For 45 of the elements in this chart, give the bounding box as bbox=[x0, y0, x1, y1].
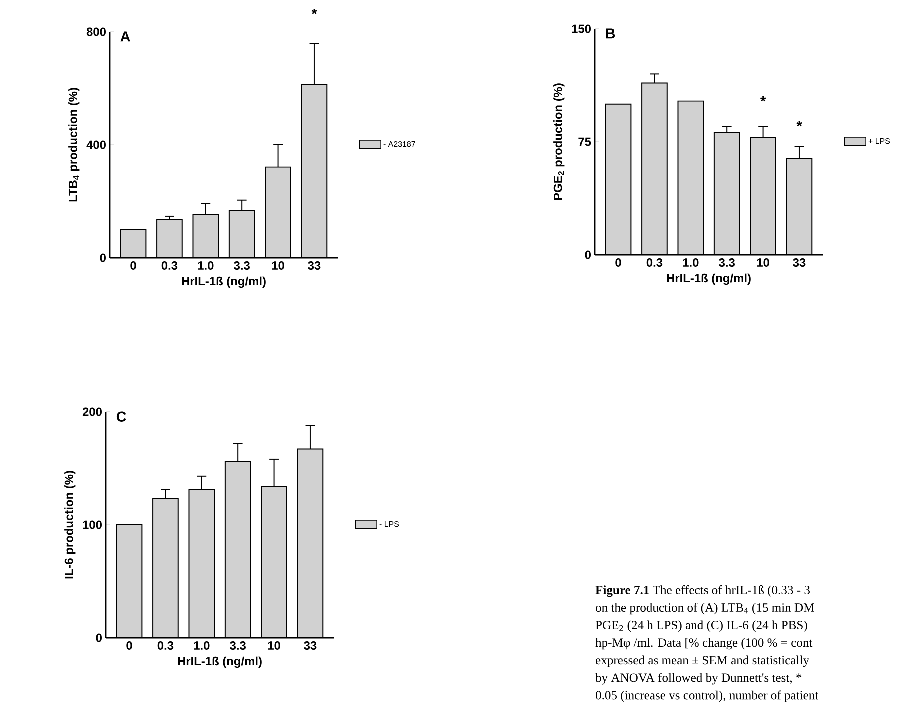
text: * bbox=[312, 8, 318, 14]
x-tick-label: 10 bbox=[757, 258, 770, 267]
x-tick-label: 10 bbox=[268, 642, 280, 650]
y-tick-label: 400 bbox=[86, 140, 106, 150]
x-tick-label: 1.0 bbox=[194, 642, 210, 650]
x-tick-label: 3.3 bbox=[234, 262, 250, 270]
y-axis-title: IL-6 production (%) bbox=[64, 471, 76, 579]
annotation: * bbox=[796, 121, 802, 127]
x-tick-label: 10 bbox=[272, 262, 284, 270]
y-tick-label: 0 bbox=[96, 634, 102, 642]
x-tick-label: 3.3 bbox=[719, 258, 735, 268]
chart-title: B bbox=[606, 28, 616, 39]
y-tick-label: 75 bbox=[578, 138, 592, 146]
annotation: * bbox=[760, 96, 766, 102]
text: hp-Mφ /ml. Data [% change (100 % = cont bbox=[596, 638, 813, 650]
y-tick-label: 800 bbox=[86, 28, 106, 36]
text: 0.05 (increase vs control), number of patient bbox=[596, 690, 819, 702]
x-axis-title: HrIL-1ß (ng/ml) bbox=[178, 656, 262, 668]
x-tick-label: 33 bbox=[308, 262, 321, 270]
text: on the production of (A) LTB$_{4}$ (15 min DM bbox=[596, 603, 814, 615]
x-axis-title: HrIL-1ß (ng/ml) bbox=[182, 276, 266, 288]
y-axis-title: LTB$_{4}$ production (%) bbox=[68, 88, 80, 202]
text: expressed as mean ± SEM and statistically bbox=[596, 656, 810, 668]
y-tick-label: 0 bbox=[585, 250, 591, 260]
x-tick-label: 33 bbox=[304, 642, 317, 650]
x-tick-label: 1.0 bbox=[683, 258, 699, 267]
y-tick-label: 150 bbox=[572, 24, 591, 34]
x-tick-label: 0.3 bbox=[646, 258, 663, 268]
x-axis-title: HrIL-1ß (ng/ml) bbox=[667, 274, 751, 286]
chart-title: A bbox=[120, 32, 130, 42]
text: by ANOVA followed by Dunnett's test, * bbox=[596, 673, 802, 685]
text: Figure 7.1 The effects of hrIL-1ß (0.33 - 3 bbox=[596, 586, 810, 598]
x-tick-label: 0 bbox=[126, 642, 132, 650]
x-tick-label: 0.3 bbox=[162, 262, 178, 270]
y-tick-label: 100 bbox=[83, 520, 102, 530]
y-tick-label: 200 bbox=[82, 408, 102, 416]
x-tick-label: 3.3 bbox=[230, 642, 246, 650]
y-axis-title: PGE$_{2}$ production (%) bbox=[554, 84, 565, 200]
x-tick-label: 33 bbox=[793, 258, 806, 268]
x-tick-label: 1.0 bbox=[198, 262, 214, 270]
x-tick-label: 0 bbox=[616, 258, 622, 267]
chart-title: C bbox=[116, 412, 126, 422]
x-tick-label: 0 bbox=[130, 262, 136, 270]
x-tick-label: 0.3 bbox=[158, 642, 174, 650]
text: PGE$_{2}$ (24 h LPS) and (C) IL-6 (24 h PBS) bbox=[596, 620, 808, 632]
